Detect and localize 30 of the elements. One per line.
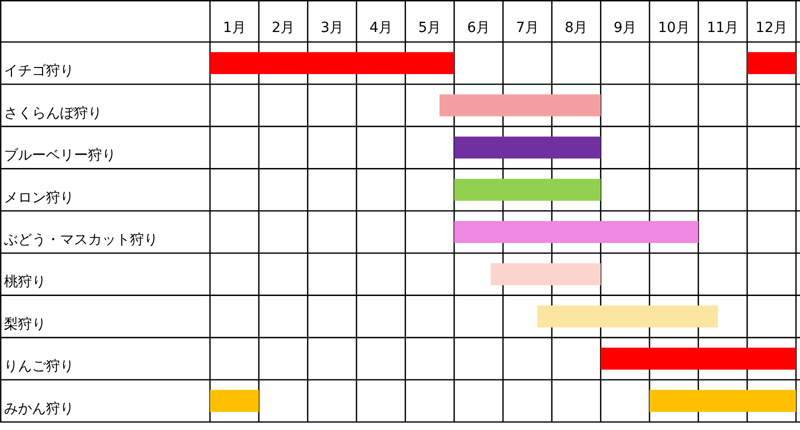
y-tick-label: ぶどう・マスカット狩り <box>4 232 158 248</box>
bar <box>537 305 718 328</box>
x-tick-label: 3月 <box>320 20 344 36</box>
x-tick-label: 1月 <box>222 20 246 36</box>
x-tick-label: 10月 <box>658 20 690 36</box>
bar <box>600 348 796 370</box>
x-tick-label: 11月 <box>706 20 739 36</box>
y-tick-label: ブルーベリー狩り <box>4 148 116 164</box>
bar <box>454 136 601 159</box>
y-tick-label: りんご狩り <box>4 358 74 375</box>
bar <box>210 52 454 74</box>
x-tick-label: 7月 <box>516 20 539 36</box>
y-tick-label: 桃狩り <box>4 274 46 290</box>
x-tick-label: 12月 <box>756 20 788 36</box>
x-tick-label: 4月 <box>369 20 392 36</box>
x-tick-label: 9月 <box>614 20 637 36</box>
y-tick-label: メロン狩り <box>4 190 74 206</box>
bar <box>650 390 796 412</box>
bar <box>454 178 601 201</box>
bar <box>454 221 698 243</box>
x-tick-label: 5月 <box>418 20 442 36</box>
x-tick-label: 8月 <box>564 20 588 36</box>
x-tick-label: 6月 <box>467 20 490 36</box>
y-tick-label: さくらんぼ狩り <box>4 105 102 122</box>
x-tick-label: 2月 <box>272 20 295 36</box>
y-tick-label: 梨狩り <box>4 316 46 332</box>
y-tick-label: みかん狩り <box>4 400 74 417</box>
bar <box>440 94 601 116</box>
y-tick-label: イチゴ狩り <box>4 63 74 80</box>
bar <box>490 263 601 286</box>
